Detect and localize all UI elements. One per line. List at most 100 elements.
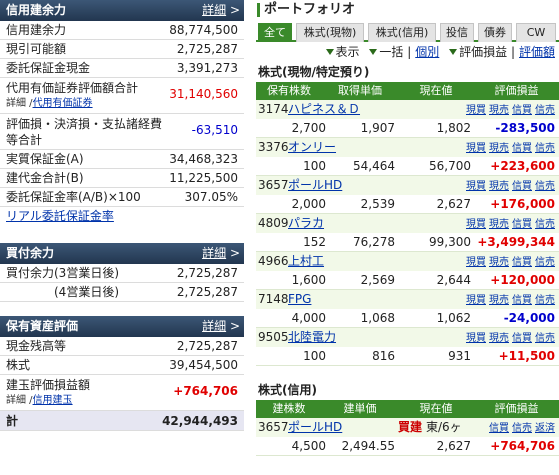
action-link[interactable]: 現売 bbox=[489, 295, 509, 306]
action-link[interactable]: 現買 bbox=[466, 333, 486, 344]
action-link[interactable]: 信買 bbox=[512, 219, 532, 230]
action-link[interactable]: 信買 bbox=[512, 143, 532, 154]
tab-cw[interactable]: CW bbox=[516, 23, 556, 42]
assets-panel-header: 保有資産評価 詳細 > bbox=[0, 316, 244, 337]
tab-stock-margin[interactable]: 株式(信用) bbox=[368, 23, 436, 42]
stock-price: 56,700 bbox=[429, 159, 471, 173]
margin-row-top: 3657 ポールHD 買建 東/6ヶ 信買 信売 返済 bbox=[256, 418, 559, 437]
stock-code: 3657 bbox=[258, 178, 289, 192]
tab-stock-cash[interactable]: 株式(現物) bbox=[296, 23, 364, 42]
stock-name-link[interactable]: 北陸電力 bbox=[288, 330, 337, 344]
action-link[interactable]: 信売 bbox=[535, 333, 555, 344]
stock-cost: 1,068 bbox=[360, 311, 395, 325]
stock-actions: 現買 現売 信買 信売 bbox=[463, 100, 555, 120]
pl-toggle[interactable]: 評価損益 bbox=[459, 45, 508, 59]
stock-code: 4809 bbox=[258, 216, 289, 230]
action-link[interactable]: 信売 bbox=[535, 143, 555, 154]
stock-actions: 現買 現売 信買 信売 bbox=[463, 328, 555, 348]
action-link[interactable]: 現売 bbox=[489, 181, 509, 192]
action-link[interactable]: 現売 bbox=[489, 333, 509, 344]
bulk-toggle[interactable]: 一括 bbox=[379, 45, 404, 59]
margin-pl-value: +764,706 bbox=[173, 384, 238, 398]
margin-table-header: 建株数 建単価 現在値 評価損益 bbox=[256, 400, 559, 418]
action-link[interactable]: 返済 bbox=[535, 423, 555, 434]
stock-name-link[interactable]: ポールHD bbox=[288, 178, 343, 192]
stock-actions: 現買 現売 信買 信売 bbox=[463, 176, 555, 196]
action-link[interactable]: 現買 bbox=[466, 105, 486, 116]
stock-row-top: 3657 ポールHD 現買 現売 信買 信売 bbox=[256, 176, 559, 195]
stock-name-link[interactable]: オンリー bbox=[288, 140, 337, 154]
action-link[interactable]: 信売 bbox=[535, 295, 555, 306]
buying-detail-link[interactable]: 詳細 > bbox=[202, 246, 240, 260]
individual-toggle[interactable]: 個別 bbox=[415, 45, 440, 59]
margin-actions: 信買 信売 返済 bbox=[486, 418, 555, 438]
stock-cost: 54,464 bbox=[353, 159, 395, 173]
stock-code: 3174 bbox=[258, 102, 289, 116]
action-link[interactable]: 現買 bbox=[466, 295, 486, 306]
stock-qty: 2,000 bbox=[291, 197, 326, 211]
action-link[interactable]: 信買 bbox=[512, 333, 532, 344]
margin-section-title: 株式(信用) bbox=[258, 383, 317, 397]
triangle-down-icon bbox=[449, 49, 458, 55]
stock-price: 2,644 bbox=[436, 273, 471, 287]
stock-row-top: 7148 FPG 現買 現売 信買 信売 bbox=[256, 290, 559, 309]
action-link[interactable]: 信買 bbox=[489, 423, 509, 434]
credit-row: 現引可能額 2,725,287 bbox=[0, 40, 244, 59]
stock-price: 1,802 bbox=[436, 121, 471, 135]
stock-actions: 現買 現売 信買 信売 bbox=[463, 290, 555, 310]
credit-detail-link[interactable]: 詳細 > bbox=[202, 3, 240, 17]
action-link[interactable]: 信買 bbox=[512, 295, 532, 306]
margin-pl-row: 建玉評価損益額 詳細 /信用建玉 +764,706 bbox=[0, 375, 244, 411]
action-link[interactable]: 信買 bbox=[512, 257, 532, 268]
action-link[interactable]: 信売 bbox=[535, 257, 555, 268]
collateral-link[interactable]: 代用有価証券 bbox=[32, 98, 93, 109]
assets-row: 現金残高等 2,725,287 bbox=[0, 337, 244, 356]
assets-detail-link[interactable]: 詳細 > bbox=[202, 319, 240, 333]
stock-name-link[interactable]: FPG bbox=[288, 292, 312, 306]
loss-row: 評価損・決済損・支払諸経費 等合計 -63,510 bbox=[0, 114, 244, 150]
chevron-right-icon: > bbox=[229, 3, 240, 17]
action-link[interactable]: 信売 bbox=[535, 105, 555, 116]
tab-all[interactable]: 全て bbox=[258, 23, 292, 42]
action-link[interactable]: 現買 bbox=[466, 257, 486, 268]
collateral-label: 代用有価証券評価額合計 bbox=[6, 81, 139, 95]
credit-row: 委託保証金率(A/B)×100 307.05% bbox=[0, 188, 244, 207]
margin-position-link[interactable]: 信用建玉 bbox=[32, 395, 73, 406]
assets-total-row: 計 42,944,493 bbox=[0, 411, 244, 431]
stock-row-bottom: 2,700 1,907 1,802 -283,500 bbox=[256, 119, 559, 138]
stock-cost: 1,907 bbox=[360, 121, 395, 135]
stock-name-link[interactable]: ポールHD bbox=[288, 420, 343, 434]
stock-row-bottom: 1,600 2,569 2,644 +120,000 bbox=[256, 271, 559, 290]
action-link[interactable]: 信売 bbox=[535, 181, 555, 192]
stock-actions: 現買 現売 信買 信売 bbox=[463, 214, 555, 234]
action-link[interactable]: 現買 bbox=[466, 219, 486, 230]
valuation-toggle[interactable]: 評価額 bbox=[518, 45, 555, 59]
credit-row: 建代金合計(B) 11,225,500 bbox=[0, 169, 244, 188]
action-link[interactable]: 現買 bbox=[466, 181, 486, 192]
side-label: 買建 bbox=[398, 420, 423, 434]
tab-bonds[interactable]: 債券 bbox=[478, 23, 512, 42]
portfolio-title: ポートフォリオ bbox=[256, 0, 559, 21]
action-link[interactable]: 信買 bbox=[512, 105, 532, 116]
stock-name-link[interactable]: ハピネス＆Ｄ bbox=[288, 102, 361, 116]
stock-row-top: 4966 上村工 現買 現売 信買 信売 bbox=[256, 252, 559, 271]
real-margin-rate-link[interactable]: リアル委託保証金率 bbox=[6, 209, 114, 223]
buying-row: (4営業日後) 2,725,287 bbox=[0, 283, 244, 302]
stock-row-bottom: 4,000 1,068 1,062 -24,000 bbox=[256, 309, 559, 328]
action-link[interactable]: 信売 bbox=[535, 219, 555, 230]
action-link[interactable]: 現売 bbox=[489, 219, 509, 230]
action-link[interactable]: 現売 bbox=[489, 105, 509, 116]
stock-qty: 1,600 bbox=[291, 273, 326, 287]
left-panel: 信用建余力 詳細 > 信用建余力 88,774,500 現引可能額 2,725,28… bbox=[0, 0, 244, 431]
action-link[interactable]: 信買 bbox=[512, 181, 532, 192]
action-link[interactable]: 現買 bbox=[466, 143, 486, 154]
tab-funds[interactable]: 投信 bbox=[440, 23, 474, 42]
stock-name-link[interactable]: パラカ bbox=[288, 216, 325, 230]
real-margin-rate-row: リアル委託保証金率 bbox=[0, 207, 244, 226]
action-link[interactable]: 現売 bbox=[489, 143, 509, 154]
action-link[interactable]: 現売 bbox=[489, 257, 509, 268]
stock-pl: -283,500 bbox=[495, 121, 555, 135]
stock-name-link[interactable]: 上村工 bbox=[288, 254, 325, 268]
action-link[interactable]: 信売 bbox=[512, 423, 532, 434]
assets-row: 株式 39,454,500 bbox=[0, 356, 244, 375]
